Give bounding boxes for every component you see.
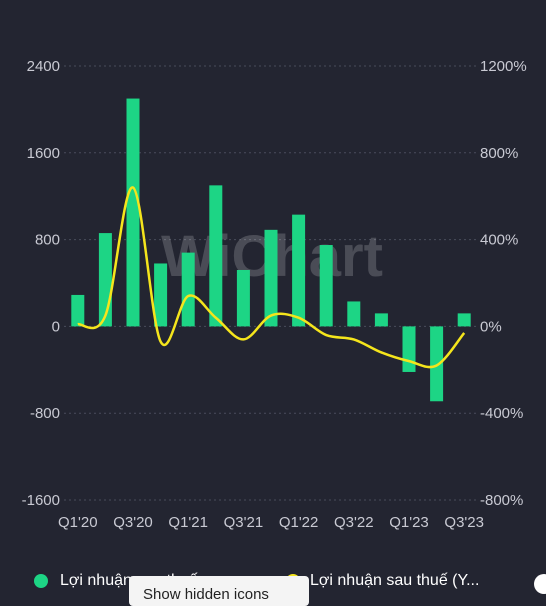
x-tick-label: Q1'22 (279, 514, 319, 531)
x-axis: Q1'20 Q3'20 Q1'21 Q3'21 Q1'22 Q3'22 Q1'23 Q3'23 (58, 514, 484, 531)
bar (209, 185, 223, 327)
bar-series (71, 98, 471, 402)
bar (430, 326, 444, 402)
y-left-tick-label: 0 (52, 318, 60, 335)
x-tick-label: Q3'23 (444, 514, 484, 531)
bar (402, 326, 416, 372)
bar (264, 229, 278, 327)
x-tick-label: Q1'20 (58, 514, 98, 531)
y-axis-right: 1200% 800% 400% 0% -400% -800% (480, 58, 527, 509)
y-right-tick-label: -800% (480, 492, 523, 509)
y-left-tick-label: 2400 (27, 58, 60, 75)
y-right-tick-label: 800% (480, 145, 518, 162)
bar (126, 98, 140, 327)
x-tick-label: Q1'21 (168, 514, 208, 531)
y-left-tick-label: 1600 (27, 145, 60, 162)
y-left-tick-label: -1600 (22, 492, 60, 509)
bar (319, 245, 333, 327)
legend-item-line[interactable]: Lợi nhuận sau thuế (Y... (286, 572, 479, 590)
show-hidden-icons-tooltip: Show hidden icons (129, 576, 309, 606)
y-right-tick-label: -400% (480, 405, 523, 422)
x-tick-label: Q3'22 (334, 514, 374, 531)
bar (457, 313, 471, 327)
bar (236, 269, 250, 327)
yoy-line (77, 186, 466, 369)
legend-label-line: Lợi nhuận sau thuế (Y... (310, 572, 480, 589)
bar (292, 214, 306, 327)
y-axis-left: 2400 1600 800 0 -800 -1600 (22, 58, 60, 509)
bar (181, 252, 195, 327)
bar (154, 263, 168, 327)
y-left-tick-label: 800 (35, 232, 60, 249)
x-tick-label: Q3'21 (224, 514, 264, 531)
tray-icon[interactable] (534, 574, 546, 594)
x-tick-label: Q1'23 (389, 514, 429, 531)
line-series (77, 186, 466, 369)
y-left-tick-label: -800 (30, 405, 60, 422)
bar (71, 294, 85, 327)
y-right-tick-label: 0% (480, 318, 502, 335)
y-right-tick-label: 400% (480, 232, 518, 249)
bar (374, 313, 388, 327)
x-tick-label: Q3'20 (113, 514, 153, 531)
y-right-tick-label: 1200% (480, 58, 527, 75)
legend-dot-bar (34, 574, 48, 588)
bar (347, 301, 361, 327)
